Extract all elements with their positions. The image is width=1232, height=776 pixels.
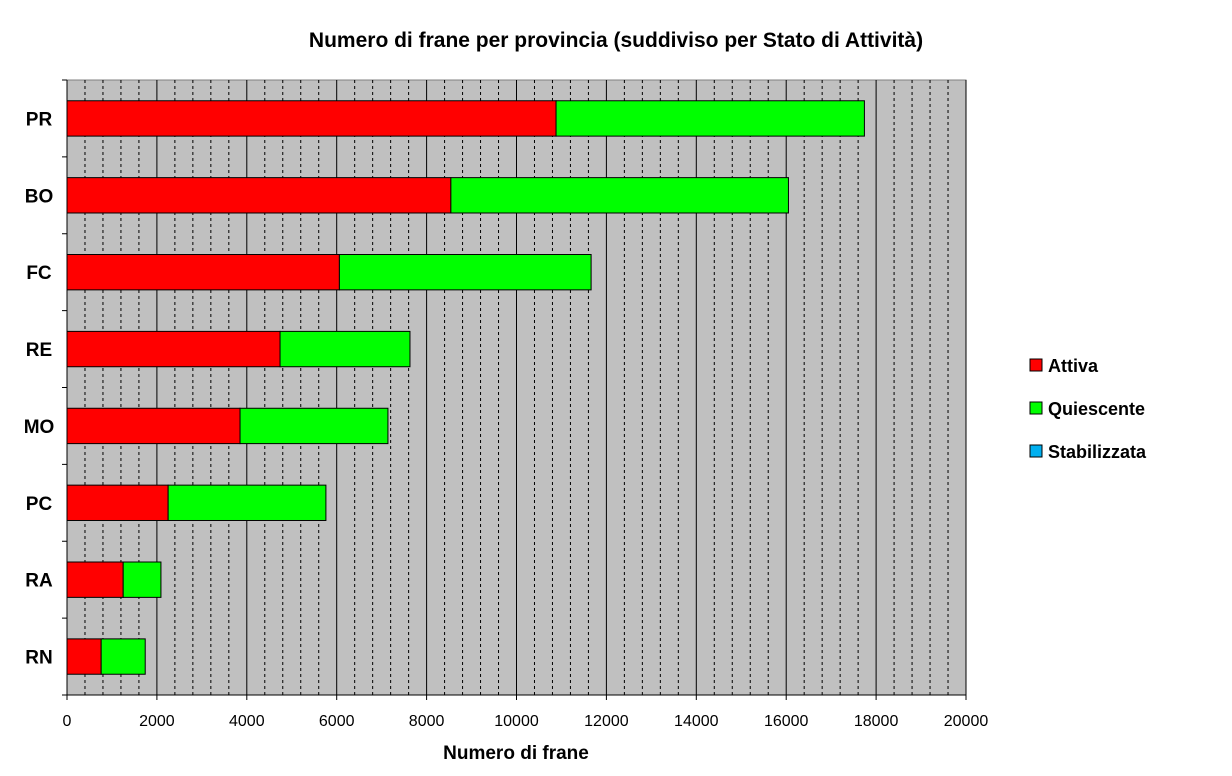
x-tick-label: 12000 <box>584 713 629 730</box>
legend-swatch-quiescente <box>1029 401 1043 415</box>
legend-label-quiescente: Quiescente <box>1048 399 1145 419</box>
category-label-ra: RA <box>25 571 53 592</box>
x-tick-label: 18000 <box>854 713 899 730</box>
category-label-pr: PR <box>26 109 53 130</box>
category-label-pc: PC <box>26 494 53 515</box>
x-tick-label: 8000 <box>409 713 445 730</box>
category-label-fc: FC <box>26 263 52 284</box>
bar-mo-attiva <box>66 407 241 445</box>
legend: Attiva Quiescente Stabilizzata <box>1029 356 1147 462</box>
x-tick-label: 16000 <box>764 713 809 730</box>
bar-re-quiescente <box>279 330 411 368</box>
x-tick-label: 0 <box>63 713 72 730</box>
bar-pr-attiva <box>66 100 557 137</box>
bar-mo-quiescente <box>239 407 389 445</box>
legend-label-attiva: Attiva <box>1048 356 1099 376</box>
bar-re-attiva <box>66 330 281 368</box>
legend-swatch-attiva <box>1029 358 1043 372</box>
legend-swatch-stabilizzata <box>1029 444 1043 458</box>
category-label-mo: MO <box>24 417 55 438</box>
legend-label-stabilizzata: Stabilizzata <box>1048 442 1147 462</box>
category-label-re: RE <box>26 340 52 361</box>
bar-pc-quiescente <box>167 484 327 521</box>
bar-rn-quiescente <box>100 638 146 675</box>
category-label-bo: BO <box>25 186 54 207</box>
x-tick-label: 6000 <box>319 713 355 730</box>
category-label-rn: RN <box>25 648 52 669</box>
x-tick-label: 2000 <box>139 713 175 730</box>
bar-bo-attiva <box>66 177 452 214</box>
x-tick-label: 10000 <box>494 713 539 730</box>
bar-bo-quiescente <box>450 177 789 214</box>
bar-ra-quiescente <box>122 561 162 598</box>
bar-pc-attiva <box>66 484 169 521</box>
x-axis-label: Numero di frane <box>443 743 589 764</box>
chart-title: Numero di frane per provincia (suddiviso… <box>309 29 923 52</box>
x-tick-label: 20000 <box>944 713 989 730</box>
bar-rn-attiva <box>66 638 102 675</box>
bar-pr-quiescente <box>555 100 865 137</box>
bar-fc-attiva <box>66 254 340 291</box>
bar-fc-quiescente <box>338 254 592 291</box>
x-tick-label: 4000 <box>229 713 265 730</box>
plot-area: PR BO FC RE MO PC RA RN 0 2000 4000 6000 8000 10000 12… <box>24 79 989 730</box>
bar-ra-attiva <box>66 561 124 598</box>
x-tick-label: 14000 <box>674 713 719 730</box>
